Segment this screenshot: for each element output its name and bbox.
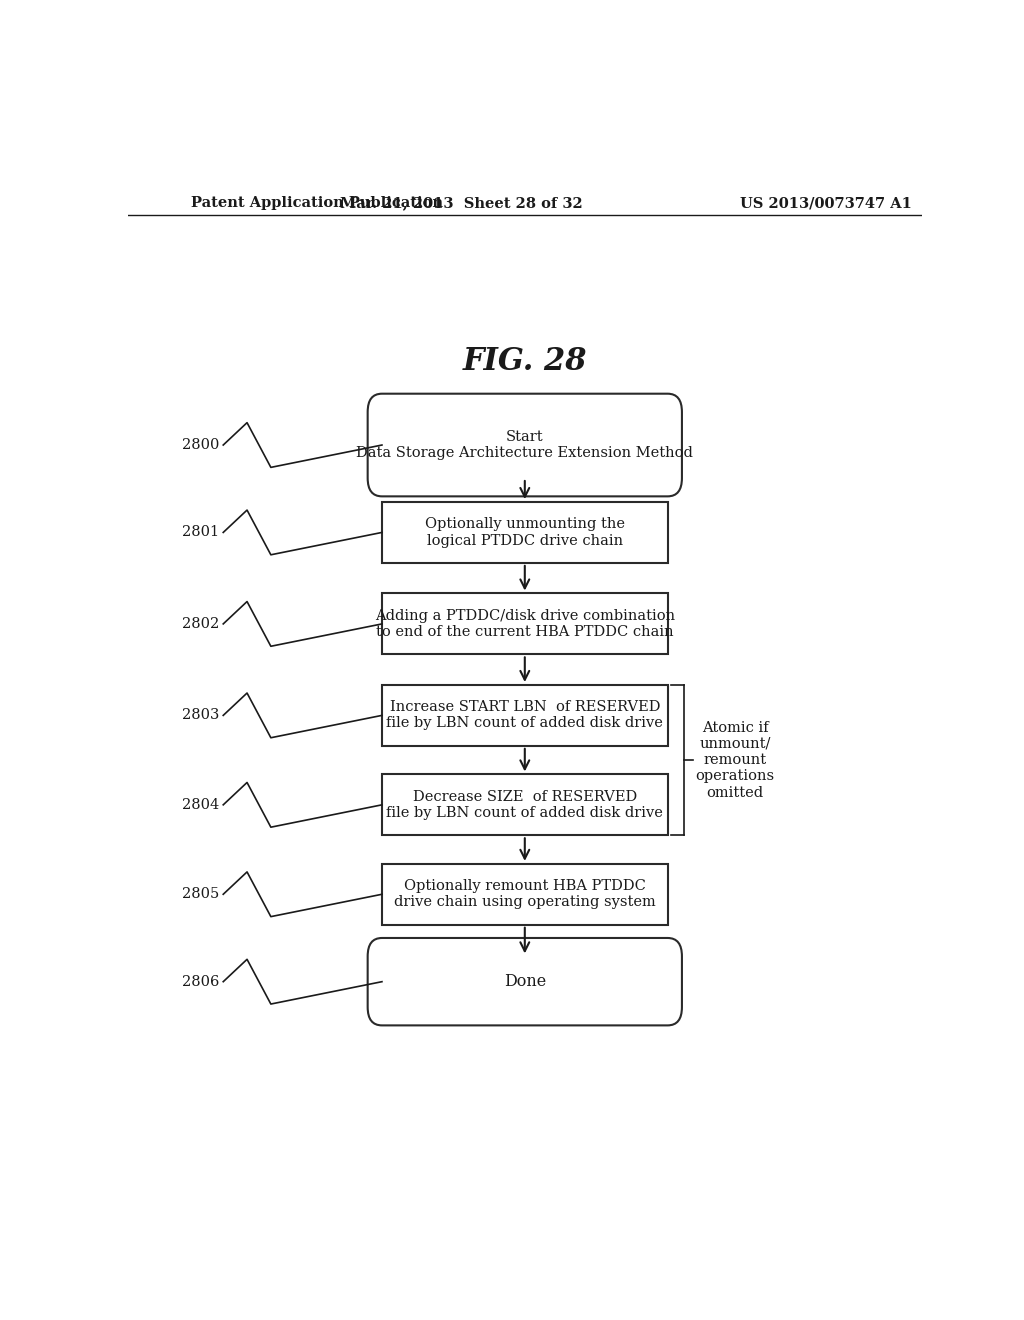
Text: 2804: 2804 <box>182 797 219 812</box>
FancyBboxPatch shape <box>382 502 668 562</box>
FancyBboxPatch shape <box>368 939 682 1026</box>
Text: Patent Application Publication: Patent Application Publication <box>191 197 443 210</box>
Text: US 2013/0073747 A1: US 2013/0073747 A1 <box>740 197 912 210</box>
Text: Optionally unmounting the
logical PTDDC drive chain: Optionally unmounting the logical PTDDC … <box>425 517 625 548</box>
Text: Optionally remount HBA PTDDC
drive chain using operating system: Optionally remount HBA PTDDC drive chain… <box>394 879 655 909</box>
Text: 2806: 2806 <box>182 974 219 989</box>
FancyBboxPatch shape <box>382 863 668 925</box>
Text: Decrease SIZE  of RESERVED
file by LBN count of added disk drive: Decrease SIZE of RESERVED file by LBN co… <box>386 789 664 820</box>
Text: 2801: 2801 <box>182 525 219 540</box>
Text: Mar. 21, 2013  Sheet 28 of 32: Mar. 21, 2013 Sheet 28 of 32 <box>340 197 583 210</box>
Text: Start
Data Storage Architecture Extension Method: Start Data Storage Architecture Extensio… <box>356 430 693 461</box>
Text: Atomic if
unmount/
remount
operations
omitted: Atomic if unmount/ remount operations om… <box>695 721 774 800</box>
FancyBboxPatch shape <box>382 775 668 836</box>
Text: Increase START LBN  of RESERVED
file by LBN count of added disk drive: Increase START LBN of RESERVED file by L… <box>386 701 664 730</box>
FancyBboxPatch shape <box>382 685 668 746</box>
Text: 2802: 2802 <box>182 616 219 631</box>
Text: Done: Done <box>504 973 546 990</box>
Text: 2800: 2800 <box>182 438 219 451</box>
Text: Adding a PTDDC/disk drive combination
to end of the current HBA PTDDC chain: Adding a PTDDC/disk drive combination to… <box>375 609 675 639</box>
Text: 2803: 2803 <box>182 709 219 722</box>
FancyBboxPatch shape <box>382 594 668 655</box>
Text: FIG. 28: FIG. 28 <box>463 346 587 378</box>
FancyBboxPatch shape <box>368 393 682 496</box>
Text: 2805: 2805 <box>182 887 219 902</box>
